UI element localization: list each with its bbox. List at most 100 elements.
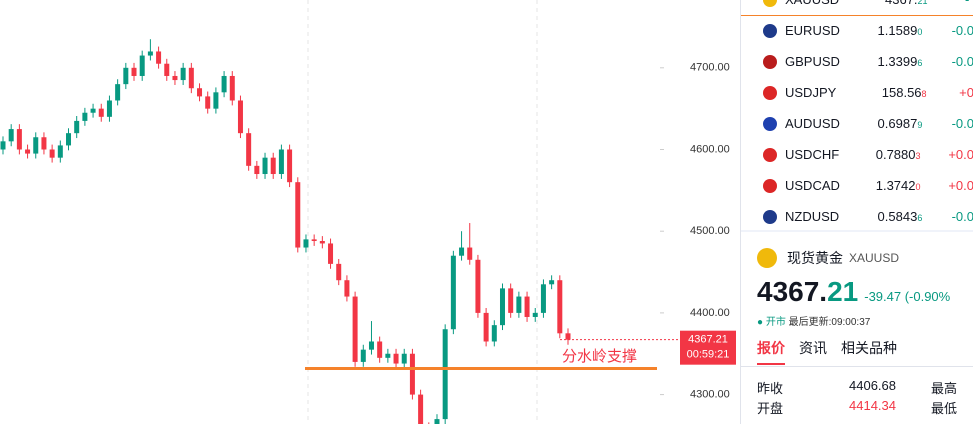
candle-body (311, 239, 317, 242)
candle-body (409, 353, 415, 395)
divider (741, 366, 973, 367)
candle-body (287, 149, 293, 183)
price-main: 1.3399 (877, 54, 918, 69)
countdown: 00:59:21 (687, 349, 730, 361)
candle-body (352, 296, 358, 362)
annotation: 分水岭支撑 (562, 348, 637, 365)
stat-cell: 4414.34 (849, 398, 896, 413)
change: - (965, 0, 969, 7)
price-main: 1.1589 (877, 23, 918, 38)
flag (763, 116, 777, 131)
candle-body (385, 353, 391, 358)
change: +0 (959, 85, 973, 100)
pip: 0 (917, 27, 923, 37)
watch-row[interactable]: GBPUSD 1.33996 -0.0 (741, 46, 973, 77)
candle-body (246, 133, 252, 166)
candle-body (254, 165, 260, 175)
price-change: -39.47 (-0.90% (864, 289, 951, 304)
symbol: XAUUSD (785, 0, 885, 7)
quote-name: 现货黄金 (787, 250, 843, 266)
candle-body (491, 325, 497, 342)
candle-body (262, 157, 268, 175)
stat-cell: 最低 (931, 401, 958, 416)
pip: 6 (917, 213, 923, 223)
watch-row[interactable]: USDJPY 158.568 +0 (741, 77, 973, 108)
price-dec: 21 (827, 276, 859, 307)
candle-body (450, 255, 456, 330)
change: +0.0 (948, 147, 973, 162)
candle-body (565, 333, 571, 340)
side-panel: XAUUSD 4367.21 - EURUSD 1.15890 -0.0 GBP… (740, 0, 973, 424)
candle-body (532, 312, 538, 317)
watch-row[interactable]: NZDUSD 0.58436 -0.0 (741, 201, 973, 232)
candle-body (524, 296, 530, 317)
symbol: EURUSD (785, 23, 840, 38)
pip: 3 (915, 151, 921, 161)
watch-row[interactable]: USDCHF 0.78803 +0.0 (741, 139, 973, 170)
candle-body (319, 241, 325, 244)
candle-body (393, 353, 399, 364)
candle-body (98, 108, 104, 117)
y-tick-label: 4600.00 (690, 143, 730, 155)
pip: 6 (917, 58, 923, 68)
candle-body (475, 259, 481, 313)
candle-body (270, 157, 276, 175)
candle-body (205, 96, 211, 109)
price: 0.58436 (878, 209, 952, 224)
candle-body (74, 120, 80, 134)
watch-row[interactable]: EURUSD 1.15890 -0.0 (741, 15, 973, 46)
divider (741, 230, 973, 232)
change: -0.0 (951, 209, 973, 224)
quote-price: 4367. 21 -39.47 (-0.90% (757, 276, 950, 308)
candle-body (483, 312, 489, 342)
symbol: AUDUSD (785, 116, 840, 131)
symbol: NZDUSD (785, 209, 840, 224)
flag (763, 178, 777, 193)
stat-cell: 4406.68 (849, 378, 896, 393)
candle-body (180, 67, 186, 81)
candle-body (8, 129, 14, 142)
candle-body (368, 341, 374, 350)
symbol: USDCHF (785, 147, 840, 162)
tab[interactable]: 相关品种 (841, 340, 897, 356)
candle-body (557, 280, 563, 334)
price: 1.33996 (878, 54, 952, 69)
status: ● 开市 最后更新:09:00:37 (757, 317, 871, 328)
watch-row[interactable]: AUDUSD 0.69879 -0.0 (741, 108, 973, 139)
tab[interactable]: 报价 (757, 338, 785, 365)
candle-body (0, 141, 6, 150)
tabs: 报价 资讯 相关品种 (757, 338, 897, 365)
symbol: GBPUSD (785, 54, 840, 69)
candle-body (328, 243, 334, 264)
candle-body (278, 149, 284, 175)
y-tick-label: 4500.00 (690, 225, 730, 237)
symbol: USDCAD (785, 178, 840, 193)
change: +0.0 (948, 178, 973, 193)
candle-body (540, 284, 546, 313)
price-main: 4367. (757, 276, 828, 307)
candle-body (106, 100, 112, 117)
price: 4367.21 (885, 0, 965, 7)
candle-body (516, 296, 522, 313)
stat-cell: 昨收 (757, 381, 784, 396)
tab[interactable]: 资讯 (799, 340, 827, 356)
y-tick-label: 4700.00 (690, 62, 730, 74)
candle-body (41, 137, 47, 150)
candle-body (442, 329, 448, 420)
pip: 8 (921, 89, 927, 99)
candle-body (549, 280, 555, 285)
pip: 0 (915, 182, 921, 192)
candle-body (49, 149, 55, 158)
stat-row: 昨收 4406.68 最高 (757, 378, 971, 398)
candle-body (197, 88, 203, 97)
candle-body (467, 247, 473, 260)
watch-row[interactable]: XAUUSD 4367.21 - (741, 0, 973, 16)
price-main: 0.7880 (875, 147, 916, 162)
y-tick-label: 4400.00 (690, 307, 730, 319)
change: -0.0 (951, 23, 973, 38)
price-main: 0.6987 (877, 116, 918, 131)
stat-cell: 最高 (931, 381, 958, 396)
flag (763, 85, 777, 100)
price: 1.37420 (876, 178, 949, 193)
watch-row[interactable]: USDCAD 1.37420 +0.0 (741, 170, 973, 201)
